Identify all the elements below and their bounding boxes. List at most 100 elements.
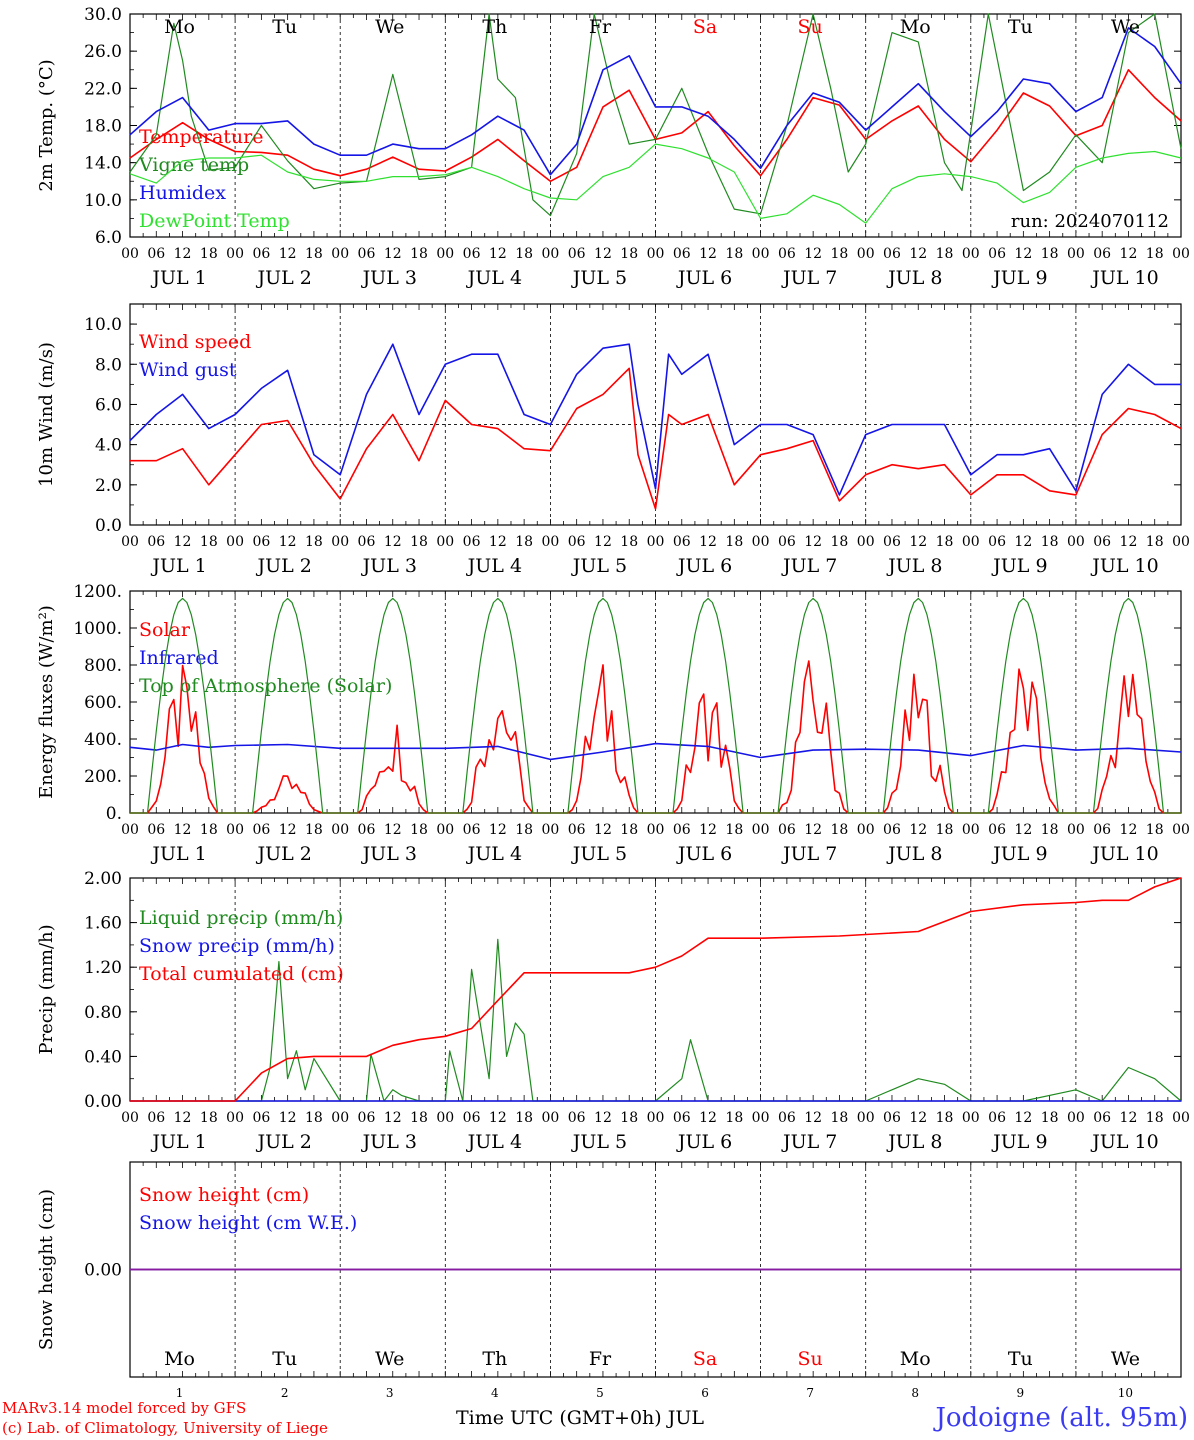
hour-tick-label: 06: [358, 822, 376, 838]
y-tick-label: 200.: [84, 767, 122, 787]
hour-tick-label: 12: [699, 1110, 717, 1126]
hour-tick-label: 06: [463, 1110, 481, 1126]
hour-tick-label: 12: [279, 1110, 297, 1126]
day-number: 1: [176, 1386, 184, 1400]
hour-tick-label: 18: [305, 822, 323, 838]
hour-tick-label: 12: [699, 534, 717, 550]
hour-tick-label: 06: [883, 1110, 901, 1126]
date-label: JUL 8: [886, 1131, 942, 1153]
hour-tick-label: 00: [1067, 1110, 1085, 1126]
legend-entry: Infrared: [139, 647, 219, 669]
hour-tick-label: 00: [857, 534, 875, 550]
hour-tick-label: 12: [594, 534, 612, 550]
date-label: JUL 8: [886, 267, 942, 289]
hour-tick-label: 18: [200, 246, 218, 262]
hour-tick-label: 18: [620, 1110, 638, 1126]
hour-tick-label: 18: [936, 1110, 954, 1126]
y-tick-label: 1.60: [84, 914, 122, 934]
hour-tick-label: 12: [489, 534, 507, 550]
legend-entry: Humidex: [139, 182, 226, 204]
day-name: We: [375, 16, 404, 38]
date-label: JUL 6: [676, 843, 732, 865]
date-label: JUL 5: [571, 555, 627, 577]
date-label: JUL 1: [150, 267, 206, 289]
hour-tick-label: 06: [673, 246, 691, 262]
hour-tick-label: 00: [226, 246, 244, 262]
hour-tick-label: 06: [147, 534, 165, 550]
hour-tick-label: 06: [147, 1110, 165, 1126]
hour-tick-label: 12: [489, 246, 507, 262]
hour-tick-label: 06: [568, 822, 586, 838]
hour-tick-label: 00: [436, 1110, 454, 1126]
hour-tick-label: 18: [305, 534, 323, 550]
hour-tick-label: 06: [1093, 822, 1111, 838]
hour-tick-label: 12: [594, 822, 612, 838]
series-line: [130, 877, 1182, 1102]
hour-tick-label: 18: [725, 246, 743, 262]
hour-tick-label: 18: [936, 822, 954, 838]
date-label: JUL 7: [781, 555, 837, 577]
hour-tick-label: 00: [331, 822, 349, 838]
date-label: JUL 5: [571, 843, 627, 865]
series-line: [129, 343, 1181, 496]
hour-tick-label: 00: [331, 246, 349, 262]
hour-tick-label: 18: [305, 246, 323, 262]
hour-tick-label: 06: [463, 246, 481, 262]
hour-tick-label: 18: [831, 1110, 849, 1126]
hour-tick-label: 18: [410, 246, 428, 262]
model-credit: MARv3.14 model forced by GFS: [2, 1399, 247, 1417]
hour-tick-label: 12: [909, 246, 927, 262]
date-label: JUL 10: [1090, 267, 1158, 289]
day-number: 4: [491, 1386, 499, 1400]
y-tick-label: 6.0: [95, 228, 122, 248]
hour-tick-label: 06: [988, 822, 1006, 838]
date-label: JUL 5: [571, 1131, 627, 1153]
hour-tick-label: 00: [226, 1110, 244, 1126]
y-tick-label: 400.: [84, 730, 122, 750]
hour-tick-label: 12: [1014, 534, 1032, 550]
hour-tick-label: 06: [1093, 1110, 1111, 1126]
y-axis-label: Energy fluxes (W/m²): [36, 605, 57, 799]
series-line: [130, 367, 1182, 510]
hour-tick-label: 12: [1120, 246, 1138, 262]
hour-tick-label: 18: [725, 822, 743, 838]
hour-tick-label: 12: [384, 246, 402, 262]
hour-tick-label: 00: [962, 1110, 980, 1126]
y-tick-label: 8.0: [95, 355, 122, 375]
hour-tick-label: 18: [305, 1110, 323, 1126]
day-name: Mo: [900, 1348, 931, 1370]
hour-tick-label: 18: [831, 246, 849, 262]
y-tick-label: 1.20: [84, 958, 122, 978]
hour-tick-label: 06: [358, 534, 376, 550]
hour-tick-label: 12: [804, 1110, 822, 1126]
hour-tick-label: 00: [541, 534, 559, 550]
hour-tick-label: 00: [752, 246, 770, 262]
date-label: JUL 9: [991, 843, 1047, 865]
date-label: JUL 10: [1090, 555, 1158, 577]
y-tick-label: 1200.: [73, 582, 122, 602]
hour-tick-label: 00: [541, 246, 559, 262]
hour-tick-label: 00: [857, 822, 875, 838]
hour-tick-label: 12: [804, 822, 822, 838]
day-name: Mo: [900, 16, 931, 38]
date-label: JUL 2: [255, 555, 311, 577]
day-name: Sa: [693, 1348, 717, 1370]
hour-tick-label: 18: [1041, 1110, 1059, 1126]
date-label: JUL 9: [991, 555, 1047, 577]
hour-tick-label: 06: [252, 1110, 270, 1126]
hour-tick-label: 12: [804, 246, 822, 262]
hour-tick-label: 18: [200, 1110, 218, 1126]
hour-tick-label: 18: [410, 534, 428, 550]
hour-tick-label: 00: [226, 822, 244, 838]
hour-tick-label: 18: [1146, 822, 1164, 838]
hour-tick-label: 06: [883, 246, 901, 262]
hour-tick-label: 06: [463, 534, 481, 550]
date-label: JUL 7: [781, 1131, 837, 1153]
date-label: JUL 3: [361, 555, 417, 577]
hour-tick-label: 00: [436, 534, 454, 550]
day-name: Tu: [272, 16, 297, 38]
day-name: Su: [798, 16, 823, 38]
hour-tick-label: 06: [568, 246, 586, 262]
hour-tick-label: 12: [1120, 534, 1138, 550]
